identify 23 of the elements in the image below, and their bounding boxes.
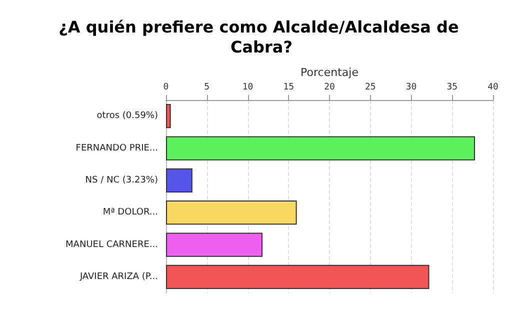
x-axis-title: Porcentaje <box>300 66 359 79</box>
bar <box>166 200 297 225</box>
x-tick-label: 35 <box>446 82 458 92</box>
bar <box>166 136 476 160</box>
x-tick-label: 10 <box>242 82 254 92</box>
x-tick-label: 0 <box>163 82 169 92</box>
x-tick-label: 25 <box>364 82 376 92</box>
bar <box>166 264 430 289</box>
y-tick-label: Mª DOLOR... <box>102 208 158 218</box>
bar <box>166 168 192 192</box>
x-tick-label: 40 <box>488 82 498 92</box>
bar <box>166 104 171 128</box>
y-tick-label: MANUEL CARNERE... <box>66 240 158 250</box>
x-tick-label: 30 <box>406 82 417 92</box>
bar <box>166 232 262 257</box>
chart-title: ¿A quién prefiere como Alcalde/Alcaldesa de Cabra? <box>58 18 464 56</box>
y-tick-label: NS / NC (3.23%) <box>85 175 158 186</box>
x-tick-label: 15 <box>283 82 294 92</box>
y-tick-label: FERNANDO PRIE... <box>76 143 158 154</box>
x-tick-label: 5 <box>204 82 210 92</box>
x-tick-label: 20 <box>324 82 335 92</box>
y-tick-label: otros (0.59%) <box>96 111 158 122</box>
y-tick-label: JAVIER ARIZA (P... <box>78 272 158 282</box>
